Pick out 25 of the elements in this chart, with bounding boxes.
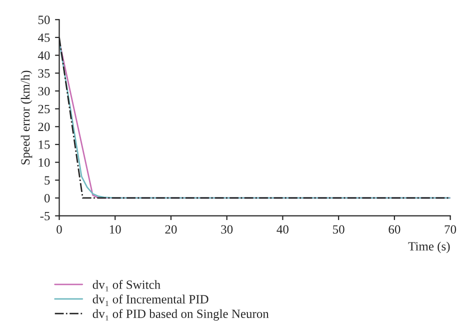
- legend-label: dv₁ of PID based on Single Neuron: [92, 309, 269, 321]
- x-tick-label: 0: [56, 225, 62, 234]
- x-tick-label: 50: [333, 225, 344, 234]
- x-axis-title: Time (s): [408, 242, 450, 254]
- x-tick-label: 30: [221, 225, 233, 234]
- y-tick-label: 25: [38, 104, 50, 114]
- y-tick-label: 20: [38, 122, 50, 132]
- y-tick-label: -5: [40, 212, 50, 220]
- y-tick-label: 50: [38, 16, 50, 24]
- x-tick-label: 10: [110, 225, 121, 234]
- legend-label: dv₁ of Incremental PID: [92, 294, 208, 306]
- x-tick-label: 60: [388, 225, 400, 234]
- legend-label: dv₁ of Switch: [92, 280, 160, 292]
- y-tick-label: 10: [38, 158, 50, 167]
- y-tick-label: 30: [38, 86, 50, 96]
- y-tick-label: 45: [38, 34, 50, 42]
- y-tick-label: 5: [44, 176, 50, 185]
- y-axis-title: Speed error (km/h): [20, 70, 32, 164]
- y-tick-label: 40: [38, 51, 50, 60]
- x-tick-label: 40: [276, 225, 288, 234]
- y-tick-label: 0: [44, 194, 50, 202]
- y-tick-label: 15: [38, 140, 50, 149]
- x-tick-label: 20: [165, 225, 177, 234]
- x-tick-label: 70: [444, 225, 456, 234]
- y-tick-label: 35: [38, 69, 50, 78]
